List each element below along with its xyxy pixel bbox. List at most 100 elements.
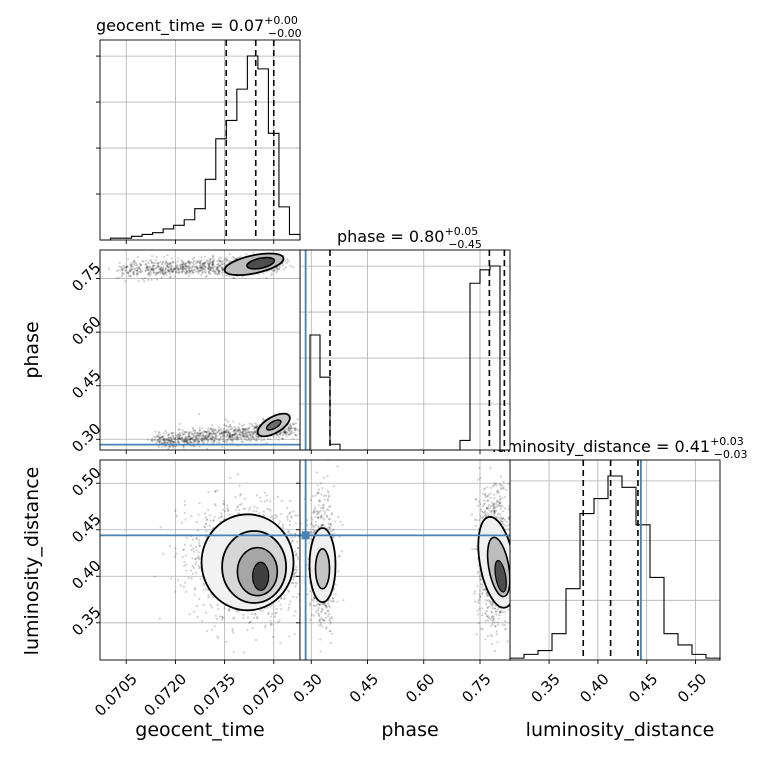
sample-point [216, 273, 219, 276]
sample-point [197, 440, 200, 443]
sample-point [224, 256, 227, 260]
sample-point [203, 268, 206, 271]
sample-point [217, 263, 220, 266]
sample-point [206, 629, 209, 633]
sample-point [150, 259, 153, 262]
sample-point [328, 494, 331, 497]
sample-point [129, 275, 132, 278]
sample-point [181, 439, 184, 442]
sample-point [238, 427, 241, 430]
sample-point [248, 426, 251, 429]
sample-point [190, 515, 193, 518]
sample-point [194, 437, 198, 440]
sample-point [300, 522, 303, 525]
sample-point [293, 550, 297, 553]
sample-point [222, 617, 225, 620]
sample-point [487, 506, 490, 509]
sample-point [186, 269, 189, 273]
sample-point [211, 264, 214, 267]
sample-point [191, 564, 194, 568]
sample-point [279, 642, 282, 645]
sample-point [493, 483, 496, 487]
sample-point [490, 642, 493, 645]
sample-point [325, 604, 328, 607]
sample-point [326, 498, 329, 501]
sample-point [204, 525, 207, 529]
sample-point [209, 519, 212, 522]
sample-point [321, 524, 324, 527]
sample-point [221, 267, 224, 270]
sample-point [203, 262, 207, 265]
sample-point [200, 256, 203, 259]
sample-point [179, 435, 182, 438]
sample-point [159, 269, 162, 272]
sample-point [212, 267, 215, 270]
sample-point [173, 555, 176, 558]
sample-point [289, 511, 292, 514]
sample-point [319, 507, 323, 510]
sample-point [205, 437, 208, 440]
sample-point [193, 435, 196, 438]
sample-point [221, 433, 224, 436]
sample-point [190, 433, 194, 436]
sample-point [498, 501, 502, 505]
sample-point [337, 516, 340, 519]
sample-point [246, 629, 249, 632]
sample-point [202, 265, 205, 268]
sample-point [199, 432, 202, 435]
sample-point [167, 438, 170, 441]
sample-point [159, 260, 162, 263]
sample-point [317, 504, 321, 507]
sample-point [212, 432, 215, 435]
sample-point [153, 261, 156, 265]
sample-point [262, 418, 265, 421]
sample-point [206, 433, 209, 436]
sample-point [177, 433, 180, 436]
sample-point [171, 436, 175, 440]
sample-point [219, 264, 222, 267]
sample-point [486, 599, 489, 602]
sample-point [214, 429, 217, 432]
sample-point [211, 429, 214, 433]
sample-point [486, 635, 489, 638]
sample-point [491, 603, 494, 606]
sample-point [309, 531, 312, 534]
sample-point [289, 432, 293, 435]
sample-point [504, 619, 507, 623]
sample-point [209, 428, 212, 431]
sample-point [185, 438, 188, 442]
sample-point [170, 261, 173, 265]
sample-point [189, 438, 192, 441]
sample-point [198, 265, 201, 268]
sample-point [294, 581, 297, 584]
sample-point [499, 475, 503, 478]
sample-point [147, 278, 150, 282]
sample-point [188, 435, 191, 438]
sample-point [290, 427, 293, 430]
sample-point [493, 514, 496, 517]
sample-point [161, 268, 164, 272]
sample-point [323, 518, 326, 521]
sample-point [228, 435, 232, 438]
y-tick-label: 0.50 [68, 464, 104, 500]
sample-point [276, 495, 279, 499]
sample-point [215, 617, 218, 621]
sample-point [165, 439, 168, 442]
sample-point [310, 613, 313, 616]
sample-point [209, 593, 212, 596]
sample-point [237, 438, 240, 441]
sample-point [492, 617, 495, 621]
sample-point [287, 530, 290, 533]
sample-point [161, 271, 165, 274]
sample-point [202, 434, 205, 437]
panel-luminosity-distance-hist: 0.35 0.40 0.45 0.50 [506, 459, 721, 706]
sample-point [233, 433, 236, 436]
sample-point [232, 616, 235, 619]
sample-point [330, 615, 333, 619]
sample-point [159, 434, 162, 437]
sample-point [171, 270, 174, 273]
sample-point [161, 438, 164, 441]
sample-point [493, 620, 496, 624]
sample-point [499, 609, 502, 612]
sample-point [490, 617, 493, 620]
